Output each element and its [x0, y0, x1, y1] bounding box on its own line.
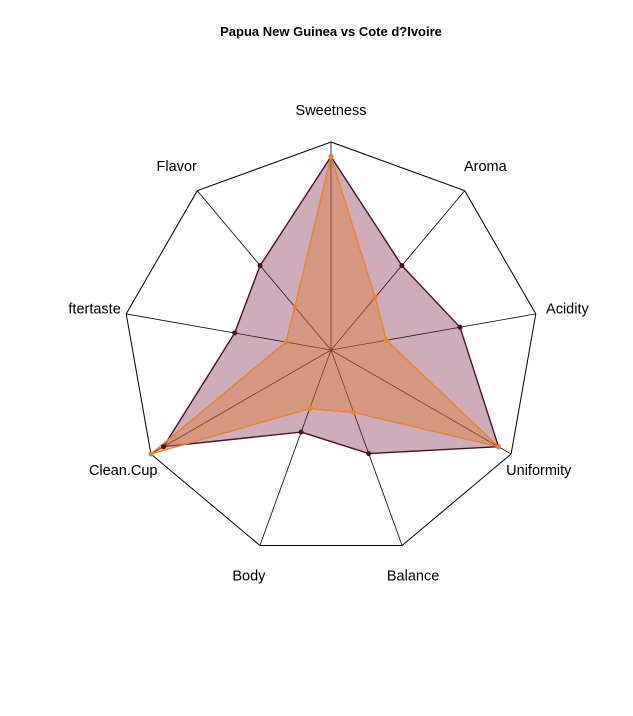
chart-title: Papua New Guinea vs Cote d?Ivoire	[220, 24, 442, 39]
series-1-point-6	[148, 451, 154, 457]
series-1-point-1	[372, 294, 378, 300]
axis-labels: Sweetness Aroma Acidity Uniformity Balance Bo…	[68, 103, 589, 585]
axis-label-2: Acidity	[546, 301, 589, 317]
axis-label-3: Uniformity	[506, 463, 572, 479]
axis-label-0: Sweetness	[296, 103, 367, 119]
series-0-area	[162, 155, 500, 455]
grid-spoke-2	[330, 313, 536, 351]
axis-label-7: ftertaste	[68, 301, 120, 317]
series-1-area	[150, 155, 500, 455]
axis-label-1: Aroma	[464, 159, 508, 175]
series-1-point-4	[351, 410, 357, 415]
grid-spoke-3	[330, 349, 512, 455]
axis-label-8: Flavor	[157, 159, 197, 175]
series-1-point-5	[307, 406, 313, 412]
grid-spoke-5	[259, 349, 332, 546]
series-0-point-1	[399, 263, 405, 269]
grid-spoke-6	[150, 349, 332, 455]
grid-spoke-1	[330, 190, 466, 351]
series-1-point-3	[496, 444, 501, 450]
axis-label-6: Clean.Cup	[89, 463, 158, 479]
series-1-point-7	[283, 339, 289, 345]
axis-label-5: Body	[232, 569, 266, 585]
series-0-point-7	[232, 330, 238, 336]
radar-grid	[125, 141, 537, 546]
series-1-point-8	[292, 304, 298, 310]
series-0-point-4	[366, 451, 372, 457]
series-0-point-8	[257, 263, 263, 269]
series-0-point-2	[457, 324, 463, 330]
radar-series	[148, 154, 501, 457]
series-1-point-2	[383, 337, 389, 343]
grid-spoke-8	[196, 190, 332, 351]
grid-outer-ring	[125, 141, 537, 546]
series-0-point-6	[161, 444, 166, 450]
series-1-point-0	[328, 154, 334, 160]
axis-label-4: Balance	[387, 569, 439, 585]
grid-spoke-4	[330, 349, 403, 546]
series-0-point-5	[298, 429, 304, 435]
grid-spoke-7	[126, 313, 332, 351]
